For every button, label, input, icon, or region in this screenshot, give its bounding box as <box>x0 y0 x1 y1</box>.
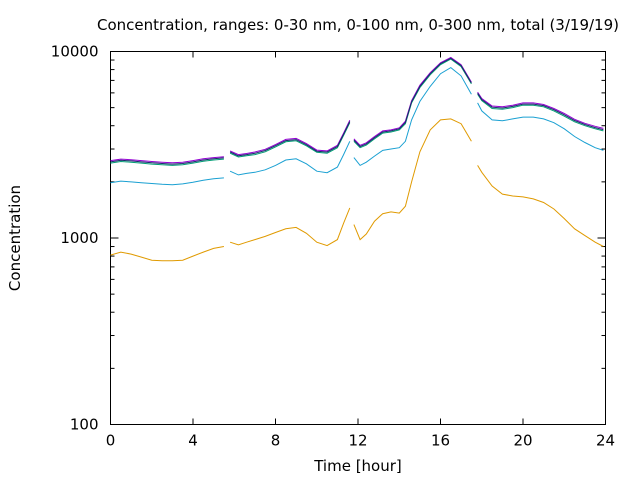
y-tick-label: 10000 <box>51 43 99 61</box>
x-tick-label: 0 <box>106 432 116 450</box>
series-0-segment-2 <box>353 118 472 241</box>
series-1-segment-2 <box>353 66 472 167</box>
series-4-segment-0 <box>110 157 224 165</box>
series-2-segment-1 <box>229 122 351 158</box>
y-tick-label: 100 <box>70 416 99 434</box>
x-tick-label: 8 <box>271 432 281 450</box>
y-axis: 100 1000 10000 <box>51 43 606 434</box>
series-1-segment-3 <box>477 102 604 151</box>
series-4-segment-3 <box>477 92 604 131</box>
x-tick-label: 12 <box>348 432 367 450</box>
x-axis: 0 4 8 12 16 20 24 <box>106 51 615 450</box>
x-tick-label: 24 <box>596 432 615 450</box>
y-tick-label: 1000 <box>60 229 98 247</box>
series-3-segment-3 <box>477 91 604 129</box>
minor-ticks <box>110 59 606 369</box>
series-0-segment-1 <box>229 207 351 247</box>
series-2-segment-2 <box>353 58 472 149</box>
series-layer <box>110 56 604 262</box>
series-1-segment-0 <box>110 177 224 186</box>
x-tick-label: 20 <box>513 432 532 450</box>
x-tick-label: 16 <box>431 432 450 450</box>
series-0-segment-3 <box>477 165 604 247</box>
series-3-segment-1 <box>229 119 351 156</box>
series-4-segment-2 <box>353 57 472 148</box>
series-2-segment-3 <box>477 93 604 132</box>
series-0-segment-0 <box>110 246 224 262</box>
x-axis-label: Time [hour] <box>313 457 402 475</box>
series-4-segment-1 <box>229 121 351 157</box>
series-1-segment-1 <box>229 141 351 176</box>
series-2-segment-0 <box>110 158 224 166</box>
series-3-segment-0 <box>110 156 224 164</box>
chart-title: Concentration, ranges: 0-30 nm, 0-100 nm… <box>97 16 619 34</box>
y-axis-label: Concentration <box>6 185 24 291</box>
plot-frame <box>110 51 606 425</box>
x-tick-label: 4 <box>188 432 198 450</box>
